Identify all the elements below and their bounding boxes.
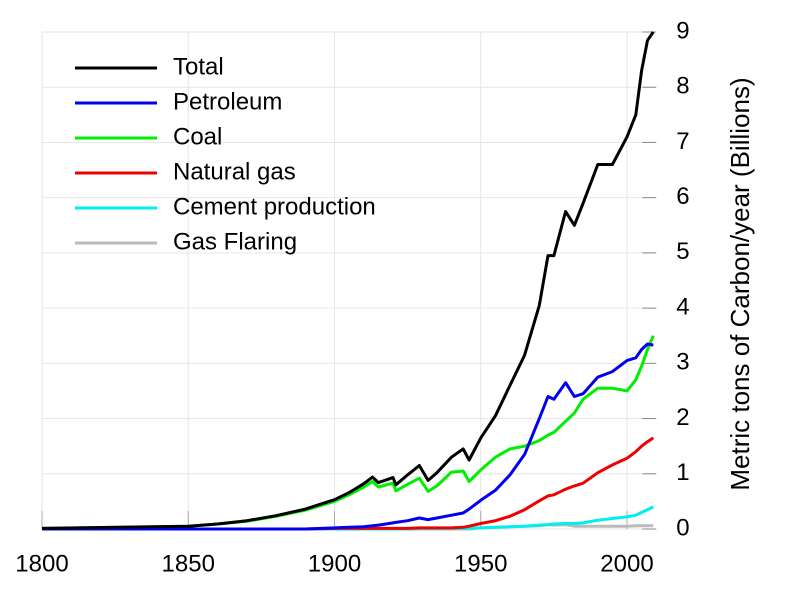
legend-label: Petroleum xyxy=(173,88,282,115)
y-tick-label: 5 xyxy=(676,238,689,265)
series-line xyxy=(41,335,655,530)
x-tick-label: 1950 xyxy=(454,550,507,577)
series-line xyxy=(42,342,654,531)
legend-label: Total xyxy=(173,53,224,80)
legend-label: Natural gas xyxy=(173,158,296,185)
y-tick-label: 9 xyxy=(676,17,689,44)
series-line xyxy=(41,31,655,530)
y-tick-label: 8 xyxy=(676,73,689,100)
y-tick-label: 0 xyxy=(676,514,689,541)
legend-label: Gas Flaring xyxy=(173,228,297,255)
x-tick-label: 2000 xyxy=(600,550,653,577)
y-tick-label: 2 xyxy=(676,404,689,431)
legend-label: Cement production xyxy=(173,193,376,220)
legend-label: Coal xyxy=(173,123,222,150)
y-tick-label: 1 xyxy=(676,459,689,486)
y-tick-label: 6 xyxy=(676,183,689,210)
y-tick-label: 4 xyxy=(676,293,689,320)
x-tick-label: 1850 xyxy=(162,550,215,577)
x-tick-label: 1900 xyxy=(308,550,361,577)
series-line xyxy=(42,436,655,531)
x-tick-label: 1800 xyxy=(15,550,68,577)
y-axis-label: Metric tons of Carbon/year (Billions) xyxy=(725,77,755,490)
y-tick-label: 7 xyxy=(676,128,689,155)
y-tick-label: 3 xyxy=(676,349,689,376)
